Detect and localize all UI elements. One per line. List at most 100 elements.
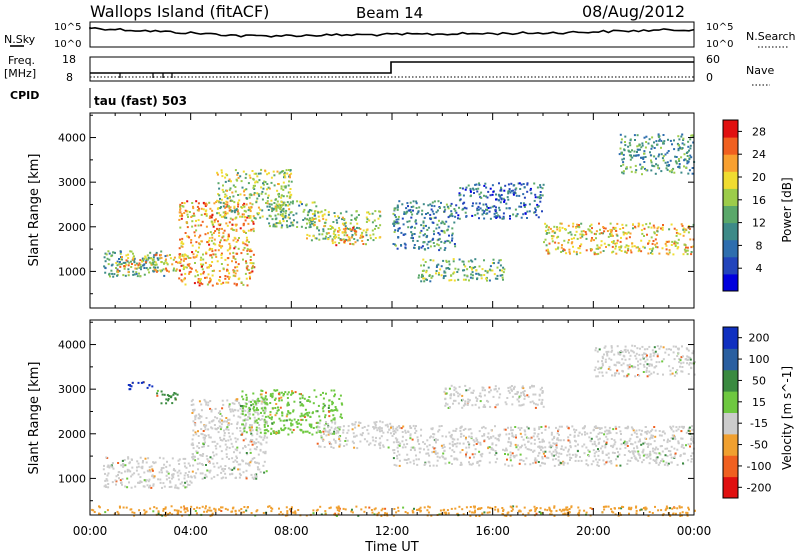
scatter-point [643,348,646,351]
scatter-point [693,361,696,364]
scatter-point [152,476,155,479]
scatter-point [113,273,116,276]
scatter-point [397,441,400,444]
scatter-point [229,252,231,255]
scatter-point [422,227,425,230]
scatter-point [584,425,586,428]
scatter-point [400,231,403,234]
scatter-point [641,166,644,169]
scatter-point [392,457,395,460]
scatter-point [146,386,149,389]
scatter-point [293,400,296,403]
scatter-point [661,430,664,433]
scatter-point [313,218,315,220]
scatter-point [132,256,135,259]
scatter-point [651,349,654,352]
scatter-point [437,232,440,234]
scatter-point [634,225,636,228]
scatter-point [155,269,157,272]
scatter-point [615,233,618,236]
scatter-point [317,215,320,218]
scatter-point [328,415,331,418]
scatter-point [166,460,168,463]
scatter-point [222,211,225,214]
scatter-point [333,430,336,433]
scatter-point [296,200,299,203]
scatter-point [244,216,246,219]
scatter-point [274,214,277,217]
scatter-point [406,462,409,465]
scatter-point [332,418,335,421]
scatter-point [448,263,451,266]
scatter-point [523,206,526,208]
scatter-point [160,261,163,264]
scatter-point [441,455,444,458]
scatter-point [685,246,687,249]
scatter-point [647,443,650,446]
scatter-point [226,275,229,278]
scatter-point [211,427,214,430]
scatter-point [612,428,615,431]
scatter-point [445,220,448,223]
scatter-point [437,263,440,266]
scatter-point [634,164,637,167]
scatter-point [557,246,560,249]
scatter-point [533,427,536,430]
scatter-point [689,154,692,157]
scatter-point [529,386,531,389]
scatter-point [226,268,229,271]
scatter-point [183,505,185,508]
scatter-point [390,425,393,428]
scatter-point [325,235,327,238]
scatter-point [655,157,657,160]
scatter-point [536,435,539,438]
scatter-point [366,218,369,221]
scatter-point [211,214,214,217]
scatter-point [635,246,638,249]
scatter-point [239,427,242,429]
scatter-point [163,274,166,277]
scatter-point [341,403,344,406]
scatter-point [166,269,169,272]
scatter-point [207,401,210,404]
scatter-point [486,279,488,282]
scatter-point [220,169,223,172]
scatter-point [147,480,150,483]
scatter-point [589,431,592,434]
scatter-point [418,274,420,277]
scatter-point [615,427,618,430]
scatter-point [149,251,152,254]
scatter-point [628,358,631,361]
scatter-point [611,241,613,243]
scatter-point [415,200,418,203]
scatter-point [277,193,280,196]
scatter-point [423,442,426,445]
scatter-point [415,202,418,205]
scatter-point [275,222,278,225]
scatter-point [643,235,645,237]
scatter-point [567,448,570,451]
scatter-point [455,211,458,214]
scatter-point [678,505,681,508]
scatter-point [494,209,497,212]
scatter-point [232,184,235,187]
scatter-point [251,429,254,432]
scatter-point [335,432,338,435]
scatter-point [542,462,545,465]
scatter-point [648,239,651,242]
scatter-point [600,366,603,369]
scatter-point [637,360,639,363]
scatter-point [484,389,486,392]
scatter-point [613,443,616,446]
scatter-point [149,470,152,473]
scatter-point [588,450,591,453]
scatter-point [667,253,670,256]
scatter-point [246,453,249,456]
scatter-point [682,427,685,430]
scatter-point [117,462,120,464]
scatter-point [278,203,281,206]
scatter-point [195,229,198,232]
scatter-point [242,405,245,408]
scatter-point [300,412,303,415]
scatter-point [470,432,473,435]
